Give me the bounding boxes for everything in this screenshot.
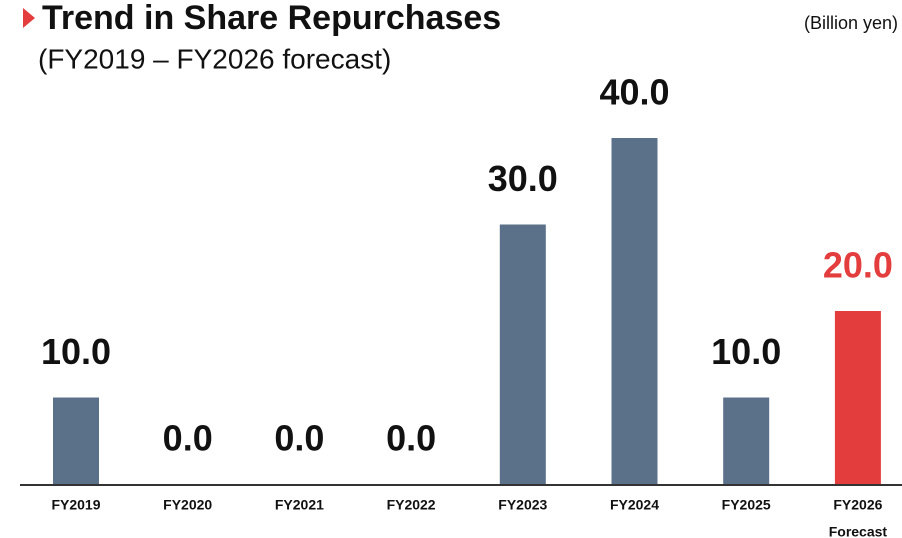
x-tick-label: FY2024 bbox=[610, 497, 659, 513]
value-label: 10.0 bbox=[711, 331, 781, 372]
bar bbox=[499, 224, 546, 484]
value-label: 20.0 bbox=[823, 245, 893, 286]
x-tick-label: FY2019 bbox=[51, 497, 100, 513]
title-marker bbox=[23, 8, 35, 28]
x-tick-label: FY2020 bbox=[163, 497, 212, 513]
x-tick-label: FY2023 bbox=[498, 497, 547, 513]
value-label: 40.0 bbox=[599, 72, 669, 113]
x-tick-label: FY2021 bbox=[275, 497, 324, 513]
x-tick-label: FY2025 bbox=[722, 497, 771, 513]
value-label: 0.0 bbox=[386, 418, 436, 459]
x-tick-label: FY2026 bbox=[833, 497, 882, 513]
bar bbox=[834, 311, 881, 484]
bar bbox=[53, 397, 99, 484]
x-tick-label: FY2022 bbox=[387, 497, 436, 513]
chart-subtitle: (FY2019 – FY2026 forecast) bbox=[38, 43, 391, 74]
chart-title: Trend in Share Repurchases bbox=[42, 0, 501, 37]
value-label: 10.0 bbox=[41, 331, 111, 372]
value-label: 30.0 bbox=[488, 158, 558, 199]
value-label: 0.0 bbox=[163, 418, 213, 459]
unit-label: (Billion yen) bbox=[804, 13, 898, 33]
value-label: 0.0 bbox=[274, 418, 324, 459]
x-tick-note: Forecast bbox=[829, 524, 888, 538]
bar bbox=[611, 138, 658, 484]
bar bbox=[723, 397, 770, 484]
